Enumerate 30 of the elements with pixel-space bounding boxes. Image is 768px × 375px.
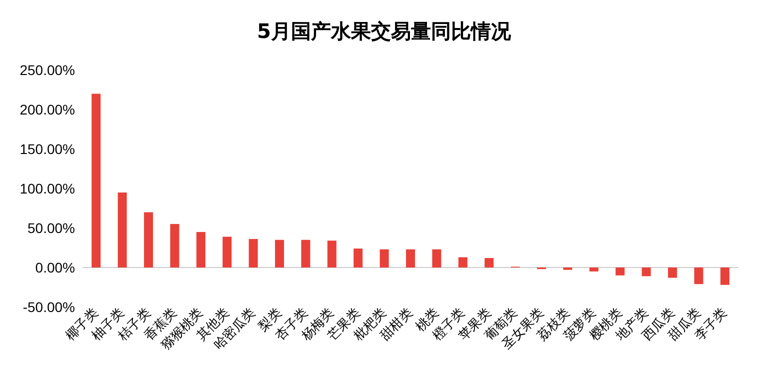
bar: [275, 240, 284, 268]
chart-title: 5月国产水果交易量同比情况: [257, 19, 512, 43]
bar: [92, 94, 101, 268]
y-tick-label: 150.00%: [20, 141, 75, 157]
y-tick-label: -50.00%: [22, 299, 75, 315]
bar: [170, 224, 180, 268]
y-tick-label: 0.00%: [35, 260, 75, 276]
bar: [458, 257, 468, 268]
y-tick-label: 100.00%: [20, 180, 75, 196]
bar: [327, 240, 336, 268]
bar: [144, 212, 153, 268]
bar: [616, 268, 625, 276]
y-tick-label: 50.00%: [28, 220, 75, 236]
y-tick-label: 200.00%: [20, 102, 75, 118]
bar: [720, 268, 730, 285]
bar: [406, 249, 415, 268]
bar: [380, 249, 389, 268]
bar: [354, 248, 363, 268]
bar: [694, 268, 704, 284]
y-tick-label: 250.00%: [20, 62, 75, 78]
bar: [196, 232, 206, 268]
bar: [222, 236, 232, 268]
bar: [118, 192, 127, 268]
bar: [642, 268, 651, 276]
bar: [589, 268, 598, 272]
bar: [484, 258, 494, 268]
bar: [432, 249, 442, 268]
bar: [668, 268, 677, 278]
bar: [301, 240, 310, 268]
bar: [248, 239, 258, 268]
